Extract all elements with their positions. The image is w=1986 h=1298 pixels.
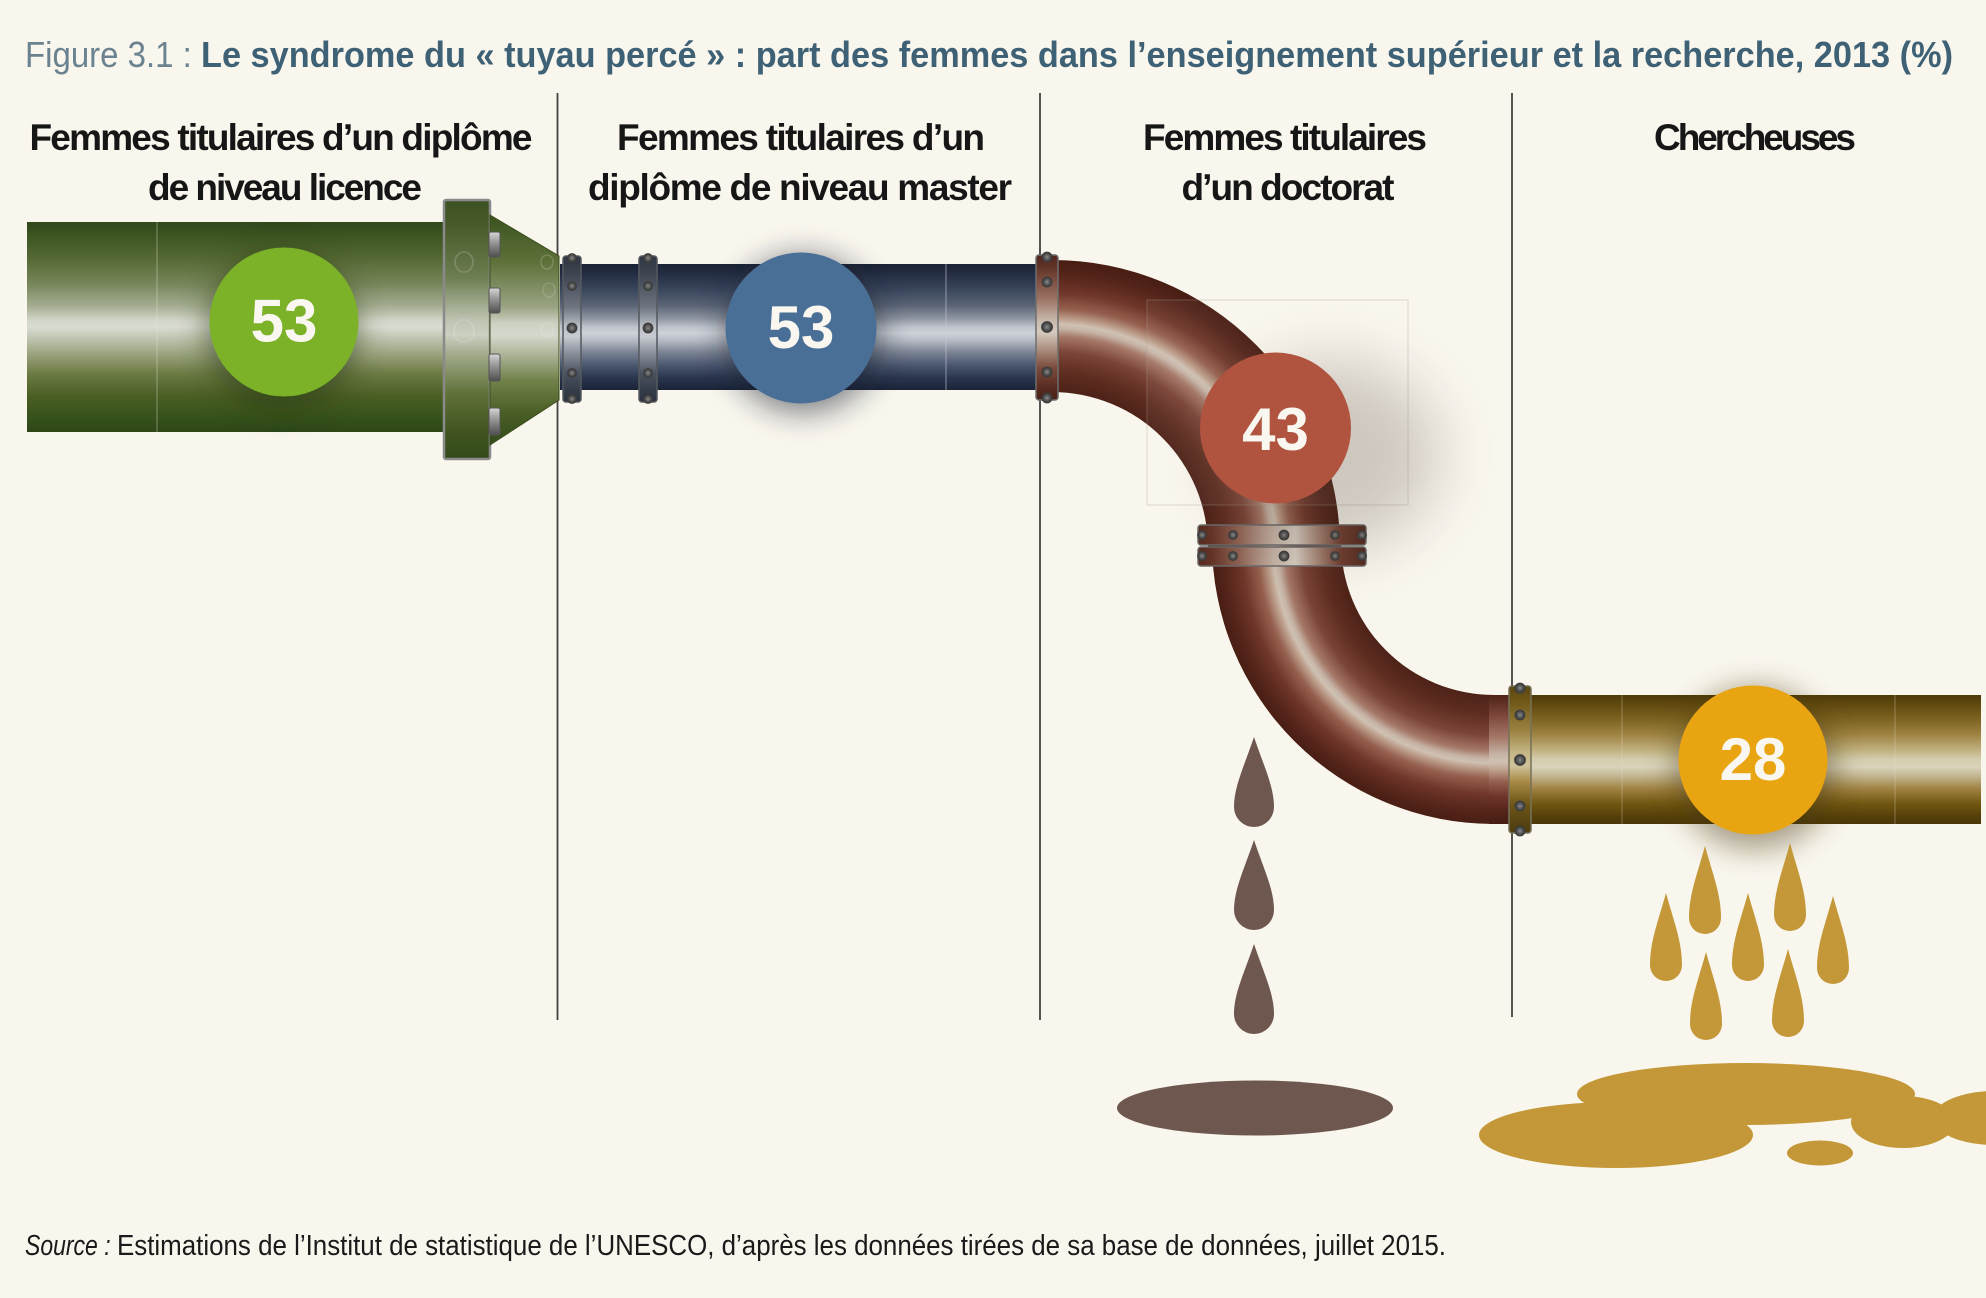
svg-text:diplôme de niveau master: diplôme de niveau master [588, 167, 1012, 208]
svg-text:53: 53 [251, 288, 318, 355]
svg-text:Estimations de l’Institut de s: Estimations de l’Institut de statistique… [117, 1230, 1446, 1262]
svg-text:Figure 3.1 :: Figure 3.1 : [25, 34, 201, 75]
svg-text:Le syndrome du « tuyau percé »: Le syndrome du « tuyau percé » : part de… [201, 34, 1953, 75]
svg-text:Femmes titulaires d’un: Femmes titulaires d’un [617, 117, 985, 158]
svg-text:Femmes titulaires: Femmes titulaires [1143, 117, 1427, 158]
svg-text:53: 53 [768, 294, 835, 361]
svg-text:43: 43 [1242, 396, 1309, 463]
svg-text:de niveau licence: de niveau licence [148, 167, 422, 208]
svg-text:Source :: Source : [25, 1230, 117, 1262]
svg-text:Femmes titulaires d’un diplôme: Femmes titulaires d’un diplôme [30, 117, 533, 158]
svg-text:Chercheuses: Chercheuses [1654, 117, 1856, 158]
svg-text:d’un doctorat: d’un doctorat [1182, 167, 1395, 208]
svg-text:28: 28 [1720, 726, 1787, 793]
